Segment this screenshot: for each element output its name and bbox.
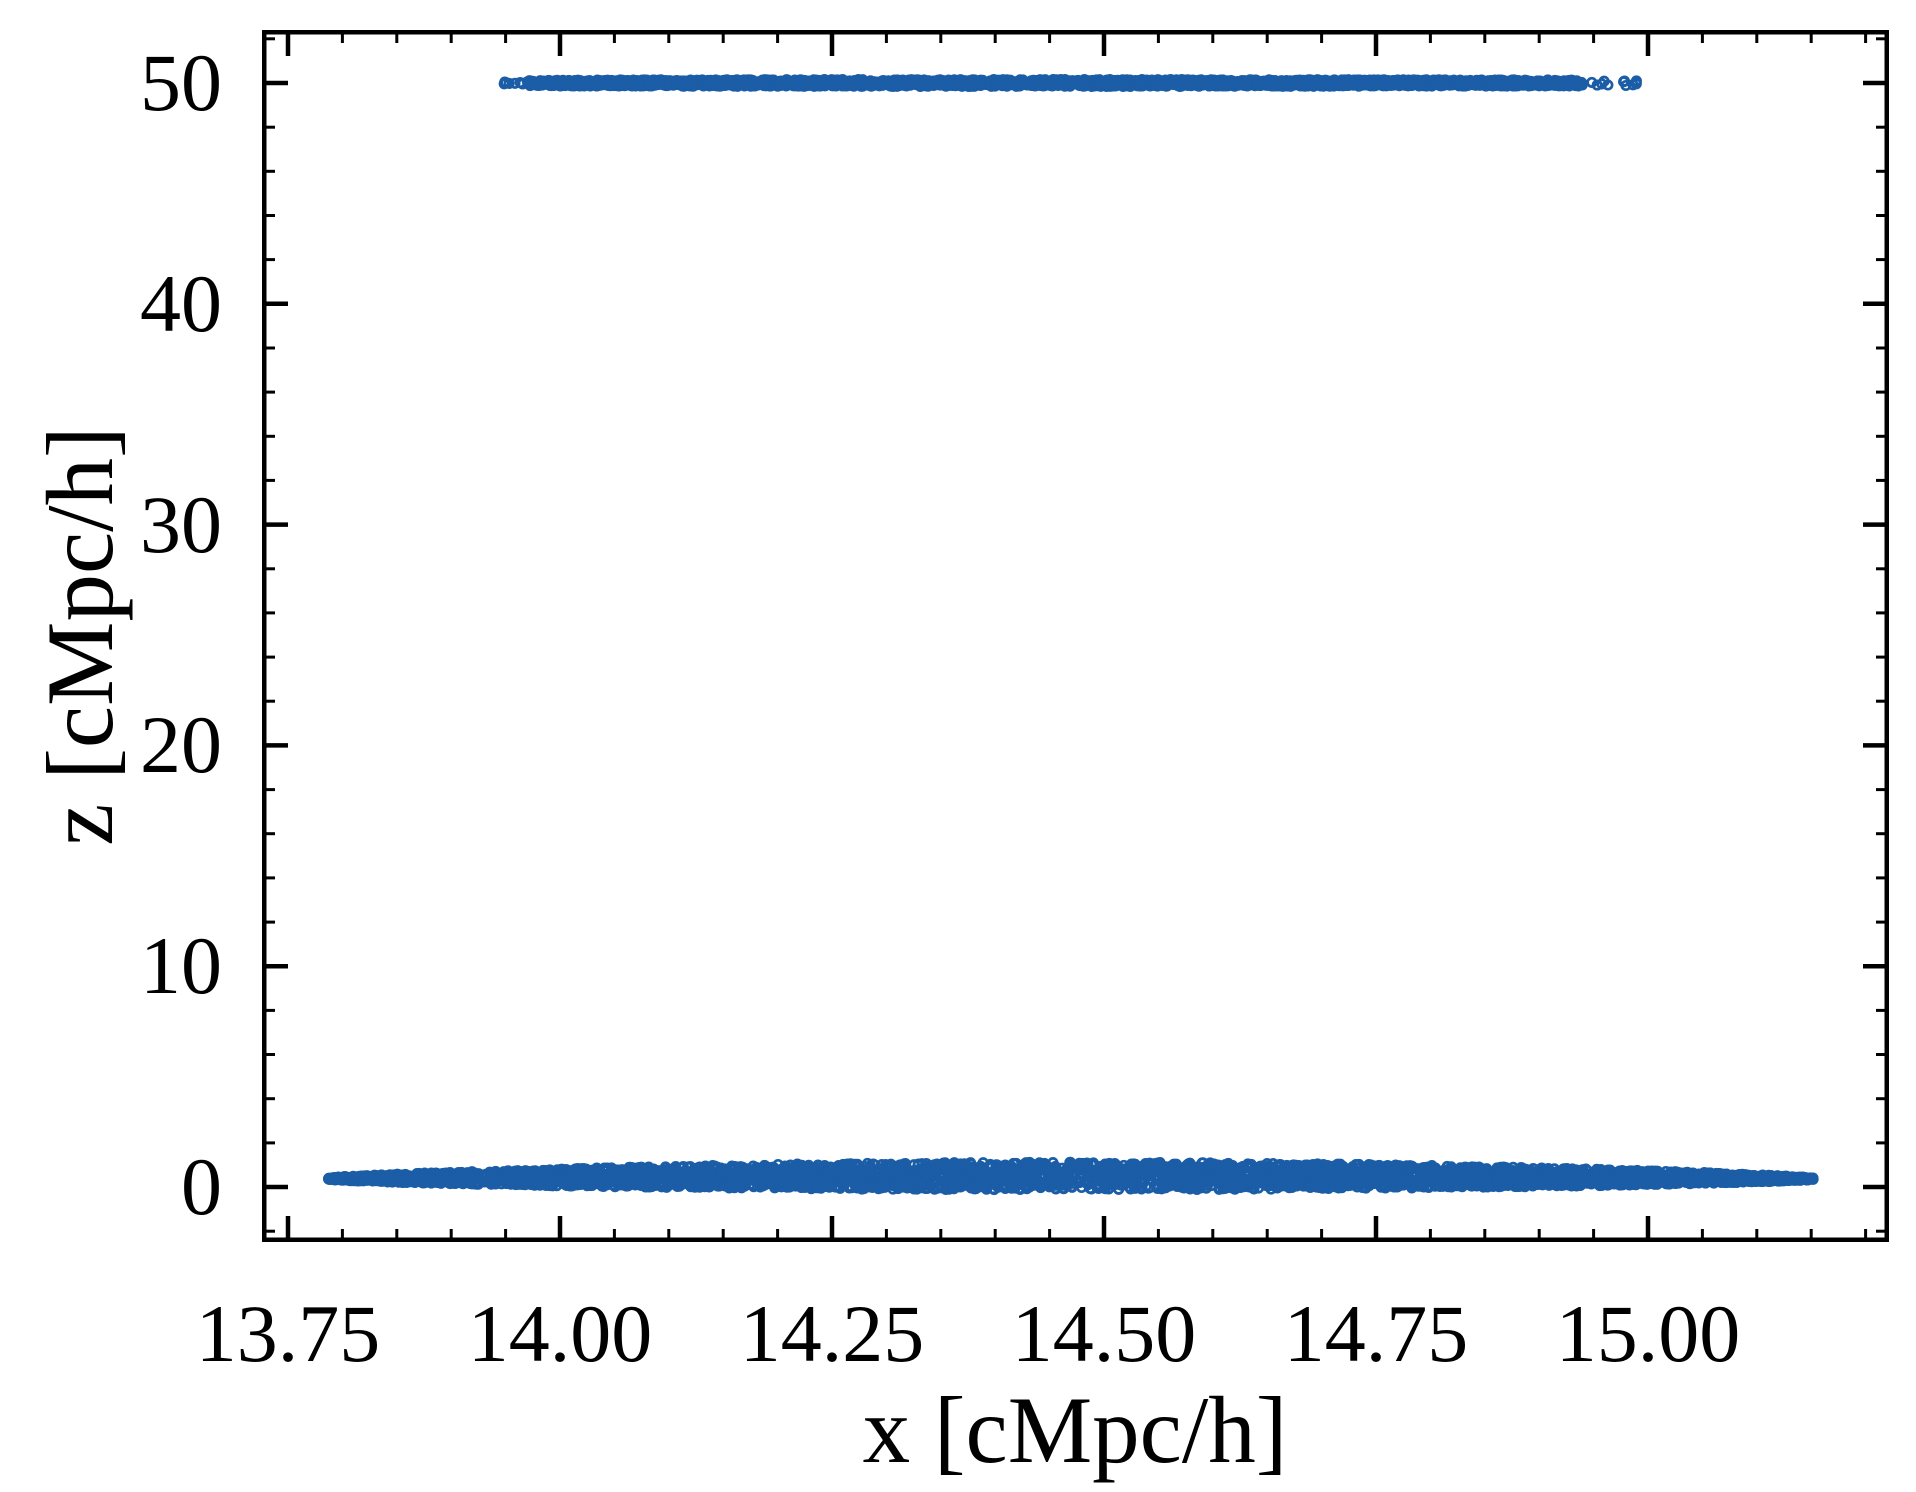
data-point	[898, 1158, 910, 1170]
data-point	[1403, 77, 1415, 89]
data-point	[632, 78, 644, 90]
data-point	[1252, 75, 1264, 87]
data-point	[768, 75, 780, 87]
data-point	[954, 75, 966, 87]
data-point	[584, 80, 596, 92]
data-point	[1328, 80, 1340, 92]
data-point	[594, 76, 606, 88]
data-point	[943, 74, 955, 86]
data-point	[1474, 79, 1486, 91]
data-point	[997, 76, 1009, 88]
data-point	[948, 74, 960, 86]
data-point	[1339, 75, 1351, 87]
data-point	[749, 77, 761, 89]
data-point	[775, 75, 787, 87]
data-point	[1077, 80, 1089, 92]
data-point	[638, 78, 650, 90]
data-point	[914, 78, 926, 90]
data-point	[1414, 76, 1426, 88]
data-point	[1567, 74, 1579, 87]
data-point	[1036, 79, 1048, 91]
data-point	[1630, 75, 1642, 87]
data-point	[1010, 80, 1022, 92]
data-point	[1525, 75, 1537, 87]
data-point	[707, 76, 719, 88]
plot-area	[262, 30, 1889, 1242]
scatter-plot-canvas	[262, 30, 1889, 1242]
data-point	[721, 75, 733, 87]
data-point	[1276, 77, 1288, 89]
data-point	[619, 79, 631, 91]
data-point	[596, 78, 608, 90]
data-point	[545, 76, 557, 88]
data-point	[857, 74, 869, 86]
data-point	[1552, 79, 1564, 91]
data-point	[1438, 79, 1450, 91]
data-point	[1174, 79, 1186, 91]
data-point	[705, 78, 717, 90]
data-point	[759, 74, 771, 86]
data-point	[1512, 80, 1524, 92]
data-point	[813, 77, 825, 89]
data-point	[784, 77, 796, 89]
data-point	[1059, 80, 1071, 92]
data-point	[666, 77, 678, 89]
data-point	[932, 75, 944, 87]
data-point	[1029, 80, 1041, 92]
data-point	[738, 80, 751, 92]
data-point	[878, 78, 890, 90]
data-point	[514, 77, 526, 89]
data-point	[677, 75, 689, 87]
data-point	[1122, 77, 1134, 90]
data-point	[798, 75, 810, 87]
data-point	[1618, 75, 1631, 87]
data-point	[560, 79, 572, 91]
data-point	[1217, 80, 1229, 92]
data-point	[1364, 74, 1376, 86]
data-point	[1252, 79, 1264, 91]
data-point	[1093, 74, 1106, 86]
data-point	[670, 76, 683, 88]
data-point	[1379, 76, 1391, 88]
data-point	[500, 77, 512, 89]
data-point	[1496, 77, 1508, 89]
data-point	[1302, 80, 1314, 92]
data-point	[644, 78, 657, 90]
data-point	[1428, 75, 1440, 87]
data-point	[1156, 79, 1168, 91]
data-point	[1598, 75, 1610, 87]
data-point	[659, 78, 671, 91]
data-point	[1239, 77, 1251, 90]
data-point	[836, 80, 848, 92]
data-point	[1198, 77, 1210, 89]
data-point	[1103, 78, 1116, 90]
data-point	[556, 80, 568, 92]
data-point	[1078, 74, 1090, 86]
data-point	[1023, 78, 1035, 91]
data-point	[1292, 77, 1304, 89]
data-point	[1312, 77, 1324, 89]
data-point	[973, 77, 985, 90]
data-point	[533, 79, 545, 92]
data-point	[1448, 74, 1460, 86]
data-point	[891, 76, 903, 89]
data-point	[578, 78, 590, 90]
data-point	[963, 80, 975, 92]
